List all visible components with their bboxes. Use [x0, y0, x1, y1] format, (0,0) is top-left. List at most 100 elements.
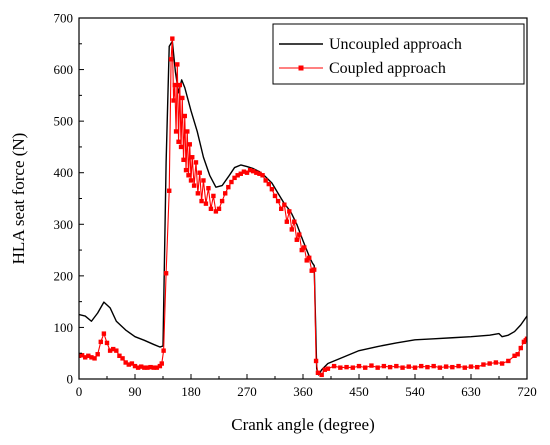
data-point-coupled-approach — [251, 168, 256, 174]
data-point-coupled-approach — [456, 363, 461, 369]
data-point-coupled-approach — [437, 365, 443, 370]
data-point-coupled-approach — [307, 255, 312, 261]
data-point-coupled-approach — [331, 363, 337, 369]
data-point-coupled-approach — [263, 178, 268, 183]
data-point-coupled-approach — [260, 173, 265, 178]
data-point-coupled-approach — [499, 361, 505, 366]
data-point-coupled-approach — [172, 82, 178, 88]
data-point-coupled-approach — [98, 339, 103, 345]
data-point-coupled-approach — [287, 209, 292, 214]
y-tick-label: 100 — [54, 320, 74, 335]
data-point-coupled-approach — [272, 193, 278, 199]
data-point-coupled-approach — [344, 364, 349, 370]
x-tick-label: 450 — [349, 384, 369, 399]
data-point-coupled-approach — [247, 167, 253, 173]
data-point-coupled-approach — [319, 372, 324, 378]
data-point-coupled-approach — [190, 155, 195, 160]
data-point-coupled-approach — [154, 365, 159, 370]
data-point-coupled-approach — [213, 209, 219, 214]
data-point-coupled-approach — [86, 353, 91, 358]
data-point-coupled-approach — [188, 178, 194, 183]
data-point-coupled-approach — [83, 355, 88, 360]
legend-marker-coupled — [298, 65, 304, 71]
data-point-coupled-approach — [114, 348, 119, 353]
legend-label-coupled: Coupled approach — [329, 60, 446, 77]
data-point-coupled-approach — [107, 348, 113, 353]
data-point-coupled-approach — [161, 348, 166, 353]
y-tick-label: 600 — [54, 62, 74, 77]
data-point-coupled-approach — [168, 57, 174, 62]
data-point-coupled-approach — [309, 268, 314, 273]
data-point-coupled-approach — [148, 364, 153, 370]
data-point-coupled-approach — [506, 358, 511, 364]
data-point-coupled-approach — [275, 198, 281, 204]
data-point-coupled-approach — [313, 358, 319, 364]
data-point-coupled-approach — [195, 191, 201, 196]
legend-label-uncoupled: Uncoupled approach — [329, 36, 462, 53]
data-point-coupled-approach — [468, 364, 474, 369]
data-point-coupled-approach — [157, 363, 163, 369]
data-point-coupled-approach — [419, 363, 424, 369]
data-point-coupled-approach — [487, 361, 492, 366]
data-point-coupled-approach — [235, 173, 240, 178]
data-point-coupled-approach — [183, 167, 189, 173]
data-point-coupled-approach — [244, 170, 250, 175]
data-point-coupled-approach — [356, 363, 362, 369]
data-point-coupled-approach — [284, 219, 290, 224]
data-point-coupled-approach — [350, 365, 355, 370]
data-point-coupled-approach — [282, 202, 287, 207]
data-point-coupled-approach — [294, 237, 299, 242]
x-tick-label: 540 — [405, 384, 425, 399]
data-point-coupled-approach — [375, 365, 380, 370]
data-point-coupled-approach — [145, 365, 150, 370]
data-point-coupled-approach — [193, 160, 199, 165]
data-point-coupled-approach — [211, 193, 216, 199]
y-tick-label: 0 — [67, 372, 74, 387]
data-point-coupled-approach — [163, 271, 169, 276]
y-axis-title: HLA seat force (N) — [9, 133, 28, 265]
data-point-coupled-approach — [394, 363, 399, 369]
data-point-coupled-approach — [431, 363, 436, 369]
data-point-coupled-approach — [363, 365, 368, 370]
data-point-coupled-approach — [406, 364, 411, 369]
data-point-coupled-approach — [178, 144, 184, 150]
data-point-coupled-approach — [126, 362, 131, 367]
data-point-coupled-approach — [254, 170, 259, 175]
data-point-coupled-approach — [180, 95, 185, 101]
data-point-coupled-approach — [199, 198, 204, 204]
data-point-coupled-approach — [171, 98, 176, 103]
data-point-coupled-approach — [123, 360, 128, 365]
data-point-coupled-approach — [120, 356, 125, 361]
ticks: 0 90 180 270 360 450 540 630 720 0 100 200 300 400 500… — [54, 11, 537, 400]
data-point-coupled-approach — [219, 198, 225, 204]
data-point-coupled-approach — [206, 185, 211, 191]
data-point-coupled-approach — [187, 142, 192, 147]
data-point-coupled-approach — [223, 191, 228, 196]
data-point-coupled-approach — [322, 367, 327, 372]
data-point-coupled-approach — [381, 363, 387, 369]
data-point-coupled-approach — [197, 170, 202, 175]
x-tick-label: 720 — [517, 384, 537, 399]
series-layer — [79, 36, 527, 378]
data-point-coupled-approach — [142, 365, 147, 370]
data-point-coupled-approach — [139, 364, 144, 369]
data-point-coupled-approach — [369, 363, 374, 368]
data-point-coupled-approach — [159, 361, 164, 366]
data-point-coupled-approach — [475, 364, 480, 370]
data-point-coupled-approach — [443, 364, 449, 369]
data-point-coupled-approach — [299, 247, 304, 253]
data-point-coupled-approach — [493, 360, 499, 365]
x-tick-label: 630 — [461, 384, 481, 399]
data-point-coupled-approach — [450, 364, 455, 370]
data-point-coupled-approach — [338, 365, 343, 370]
data-point-coupled-approach — [92, 356, 97, 361]
x-tick-label: 180 — [181, 384, 201, 399]
y-tick-label: 700 — [54, 11, 74, 26]
data-point-coupled-approach — [400, 365, 405, 370]
data-point-coupled-approach — [279, 206, 284, 212]
data-point-coupled-approach — [89, 355, 94, 360]
data-point-coupled-approach — [257, 171, 262, 176]
data-point-coupled-approach — [208, 206, 214, 212]
data-point-coupled-approach — [177, 82, 182, 88]
